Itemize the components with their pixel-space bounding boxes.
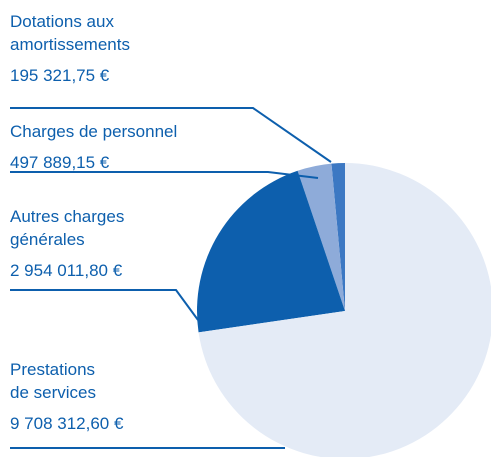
slice-label: Prestations de services 9 708 312,60 € — [10, 358, 123, 435]
value-label: 497 889,15 € — [10, 153, 110, 172]
slice-label: Charges de personnel 497 889,15 € — [10, 120, 177, 174]
pie-slice — [331, 163, 345, 311]
leader-line — [10, 107, 332, 163]
slice-label: Autres charges générales 2 954 011,80 € — [10, 205, 124, 282]
category-name: Dotations aux amortissements — [10, 12, 130, 54]
category-name: Charges de personnel — [10, 122, 178, 141]
leader-line — [10, 171, 319, 179]
leader-lines — [10, 107, 332, 449]
category-name: Prestations de services — [10, 360, 96, 402]
value-label: 9 708 312,60 € — [10, 414, 124, 433]
leader-line — [10, 289, 199, 321]
pie-slice — [197, 170, 345, 333]
value-label: 2 954 011,80 € — [10, 261, 123, 280]
pie-slice — [297, 163, 345, 311]
category-name: Autres charges générales — [10, 207, 125, 249]
value-label: 195 321,75 € — [10, 66, 110, 85]
slice-label: Dotations aux amortissements 195 321,75 € — [10, 10, 130, 87]
pie-slice — [198, 163, 491, 457]
